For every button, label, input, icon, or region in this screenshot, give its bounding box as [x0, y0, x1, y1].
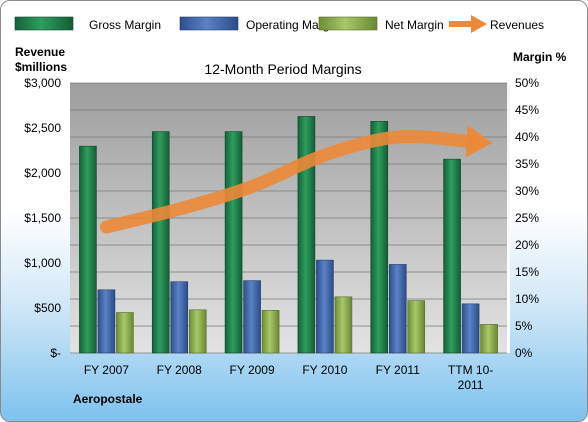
gridlines — [70, 82, 507, 354]
bar-gross-margin — [151, 131, 170, 354]
revenue-layer — [99, 125, 493, 234]
left-tick-label: $2,500 — [24, 121, 61, 135]
bar-net-margin — [116, 312, 134, 354]
bar-gross-margin — [224, 131, 243, 354]
plot-right-edge — [507, 83, 510, 353]
x-axis-labels: FY 2007 FY 2008 FY 2009 FY 2010 FY 2011 TTM 1… — [84, 363, 493, 392]
left-axis-title-line2: $millions — [15, 60, 67, 74]
legend-item-gross-margin: Gross Margin — [14, 16, 161, 32]
legend-label-net-margin: Net Margin — [385, 18, 444, 32]
left-axis-title-line1: Revenue — [15, 45, 65, 59]
right-tick-label: 50% — [515, 76, 539, 90]
x-tick-label: FY 2010 — [302, 363, 347, 377]
left-tick-label: $3,000 — [24, 76, 61, 90]
bar-operating-margin — [97, 289, 116, 354]
bar-gross-margin — [443, 158, 461, 354]
x-tick-label: FY 2011 — [376, 363, 421, 377]
x-tick-label: FY 2009 — [230, 363, 275, 377]
bar-net-margin — [407, 300, 426, 354]
right-tick-label: 5% — [515, 319, 533, 333]
right-tick-label: 40% — [515, 130, 539, 144]
bar-net-margin — [261, 310, 280, 354]
x-tick-label: FY 2008 — [157, 363, 202, 377]
legend-swatch-net-margin — [318, 16, 378, 31]
right-tick-label: 25% — [515, 211, 539, 225]
left-tick-label: $1,500 — [24, 211, 61, 225]
right-tick-label: 0% — [515, 346, 533, 360]
bar-gross-margin — [370, 121, 389, 354]
bar-net-margin — [188, 309, 207, 354]
left-tick-label: $- — [50, 346, 61, 360]
bars — [79, 116, 498, 354]
bar-operating-margin — [243, 280, 261, 354]
bar-net-margin — [334, 296, 353, 354]
legend-arrowhead-revenues — [471, 15, 487, 33]
legend-label-gross-margin: Gross Margin — [89, 18, 161, 32]
left-axis-ticks: $3,000 $2,500 $2,000 $1,500 $1,000 $500 $- — [24, 76, 61, 360]
right-tick-label: 35% — [515, 157, 539, 171]
right-tick-label: 30% — [515, 184, 539, 198]
right-tick-label: 45% — [515, 103, 539, 117]
right-tick-label: 10% — [515, 292, 539, 306]
legend: Gross Margin Operating Margin Net Margin… — [14, 15, 544, 33]
left-tick-label: $500 — [34, 301, 61, 315]
revenue-arrow-line — [99, 130, 478, 234]
bar-gross-margin — [297, 116, 316, 354]
chart-title: 12-Month Period Margins — [204, 61, 361, 77]
legend-item-operating-margin: Operating Margin — [179, 16, 339, 32]
bar-gross-margin — [79, 145, 97, 354]
x-tick-label: 2011 — [458, 378, 484, 392]
left-tick-label: $2,000 — [24, 166, 61, 180]
x-tick-label: TTM 10- — [448, 363, 493, 377]
legend-item-revenues: Revenues — [449, 15, 544, 33]
left-tick-label: $1,000 — [24, 256, 61, 270]
right-axis-title: Margin % — [513, 50, 567, 64]
right-axis-ticks: 50% 45% 40% 35% 30% 25% 20% 15% 10% 5% 0% — [515, 76, 539, 360]
right-tick-label: 20% — [515, 238, 539, 252]
bar-operating-margin — [170, 281, 189, 354]
revenue-arrowhead — [465, 125, 493, 158]
bar-operating-margin — [388, 264, 407, 354]
x-tick-label: FY 2007 — [84, 363, 129, 377]
right-tick-label: 15% — [515, 265, 539, 279]
bar-operating-margin — [461, 303, 480, 354]
legend-swatch-gross-margin — [14, 16, 74, 31]
legend-label-operating-margin: Operating Margin — [246, 18, 339, 32]
legend-label-revenues: Revenues — [490, 18, 544, 32]
bar-operating-margin — [316, 259, 334, 354]
legend-swatch-operating-margin — [179, 16, 239, 31]
bar-net-margin — [480, 324, 498, 354]
company-name: Aeropostale — [73, 392, 143, 406]
legend-item-net-margin: Net Margin — [318, 16, 444, 32]
